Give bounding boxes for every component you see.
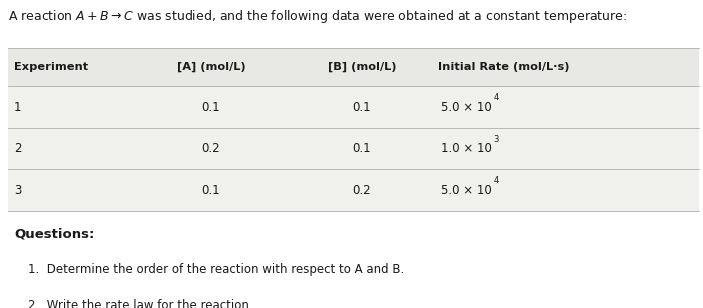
Text: 3: 3 bbox=[14, 184, 21, 197]
Text: A reaction $A + B \rightarrow C$ was studied, and the following data were obtain: A reaction $A + B \rightarrow C$ was stu… bbox=[8, 8, 628, 25]
Text: 1.0 × 10: 1.0 × 10 bbox=[441, 142, 491, 155]
Text: 1.  Determine the order of the reaction with respect to A and B.: 1. Determine the order of the reaction w… bbox=[28, 263, 404, 276]
Text: 2.  Write the rate law for the reaction.: 2. Write the rate law for the reaction. bbox=[28, 299, 253, 308]
Text: 0.2: 0.2 bbox=[353, 184, 371, 197]
Text: 4: 4 bbox=[494, 176, 498, 185]
Text: 0.1: 0.1 bbox=[202, 100, 220, 114]
Text: Initial Rate (mol/L·s): Initial Rate (mol/L·s) bbox=[438, 62, 569, 72]
FancyBboxPatch shape bbox=[8, 169, 699, 211]
Text: Questions:: Questions: bbox=[14, 228, 94, 241]
FancyBboxPatch shape bbox=[8, 48, 699, 86]
Text: 0.1: 0.1 bbox=[353, 142, 371, 155]
Text: 1: 1 bbox=[14, 100, 22, 114]
FancyBboxPatch shape bbox=[8, 86, 699, 128]
Text: 5.0 × 10: 5.0 × 10 bbox=[441, 100, 491, 114]
Text: 4: 4 bbox=[494, 93, 498, 102]
FancyBboxPatch shape bbox=[8, 128, 699, 169]
Text: 0.1: 0.1 bbox=[202, 184, 220, 197]
Text: Experiment: Experiment bbox=[14, 62, 88, 72]
Text: 5.0 × 10: 5.0 × 10 bbox=[441, 184, 491, 197]
Text: [B] (mol/L): [B] (mol/L) bbox=[328, 62, 396, 72]
Text: 0.2: 0.2 bbox=[202, 142, 220, 155]
Text: 0.1: 0.1 bbox=[353, 100, 371, 114]
Text: 2: 2 bbox=[14, 142, 22, 155]
Text: [A] (mol/L): [A] (mol/L) bbox=[176, 62, 245, 72]
Text: 3: 3 bbox=[494, 135, 499, 144]
